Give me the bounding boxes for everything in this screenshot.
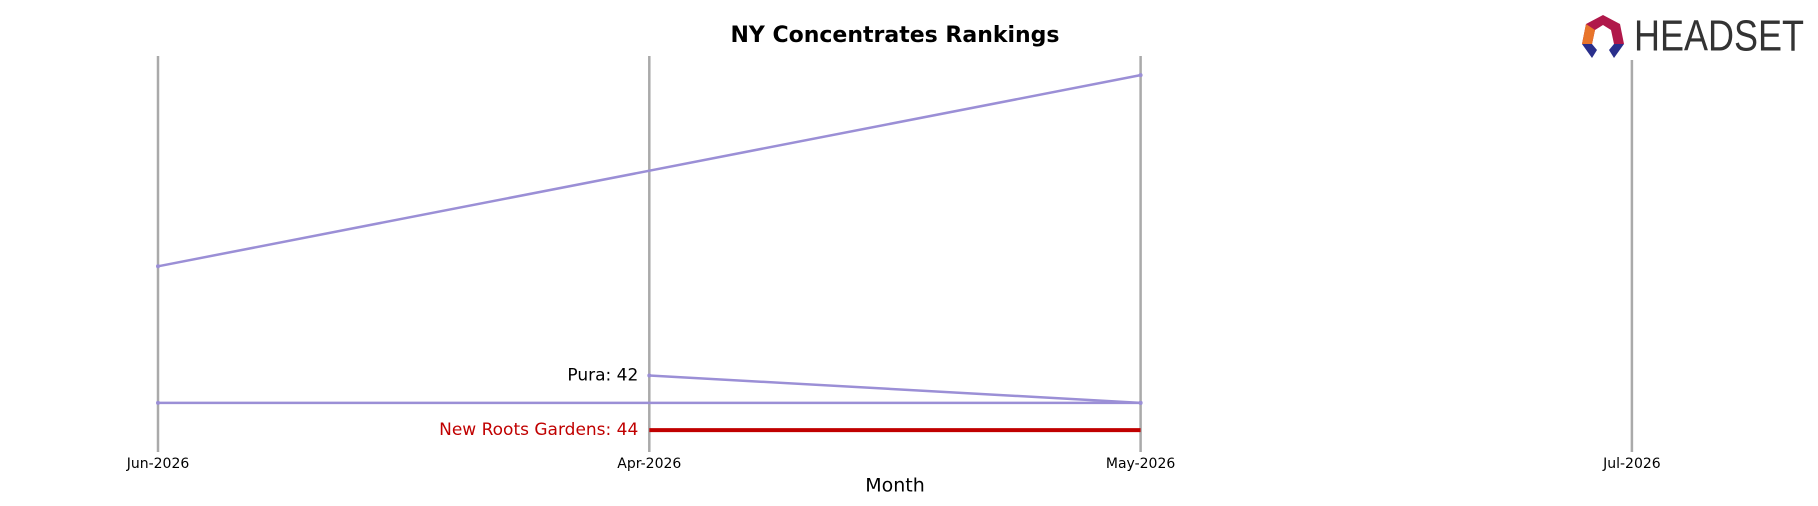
- rank-point: [1138, 400, 1143, 405]
- rank-point: [1138, 73, 1143, 78]
- logo-mark: [1609, 44, 1624, 58]
- logo-text: HEADSET: [1634, 12, 1804, 61]
- series-label: New Roots Gardens: 44: [439, 420, 638, 440]
- rank-line: [649, 374, 1141, 405]
- logo: HEADSET: [1582, 12, 1804, 61]
- x-tick-label: Apr-2026: [617, 456, 681, 472]
- x-tick-label: Jul-2026: [1602, 456, 1661, 472]
- rank-point: [647, 373, 652, 378]
- series-label: Pura: 42: [567, 366, 638, 386]
- x-tick-label: Jun-2026: [126, 456, 190, 472]
- rank-line: [157, 73, 1141, 268]
- rank-point: [156, 264, 160, 269]
- x-tick-label: May-2026: [1106, 456, 1175, 472]
- rank-point: [156, 400, 160, 405]
- x-axis-label: Month: [865, 475, 925, 497]
- logo-mark: [1582, 24, 1595, 44]
- logo-mark: [1582, 44, 1597, 58]
- chart-title: NY Concentrates Rankings: [730, 23, 1059, 48]
